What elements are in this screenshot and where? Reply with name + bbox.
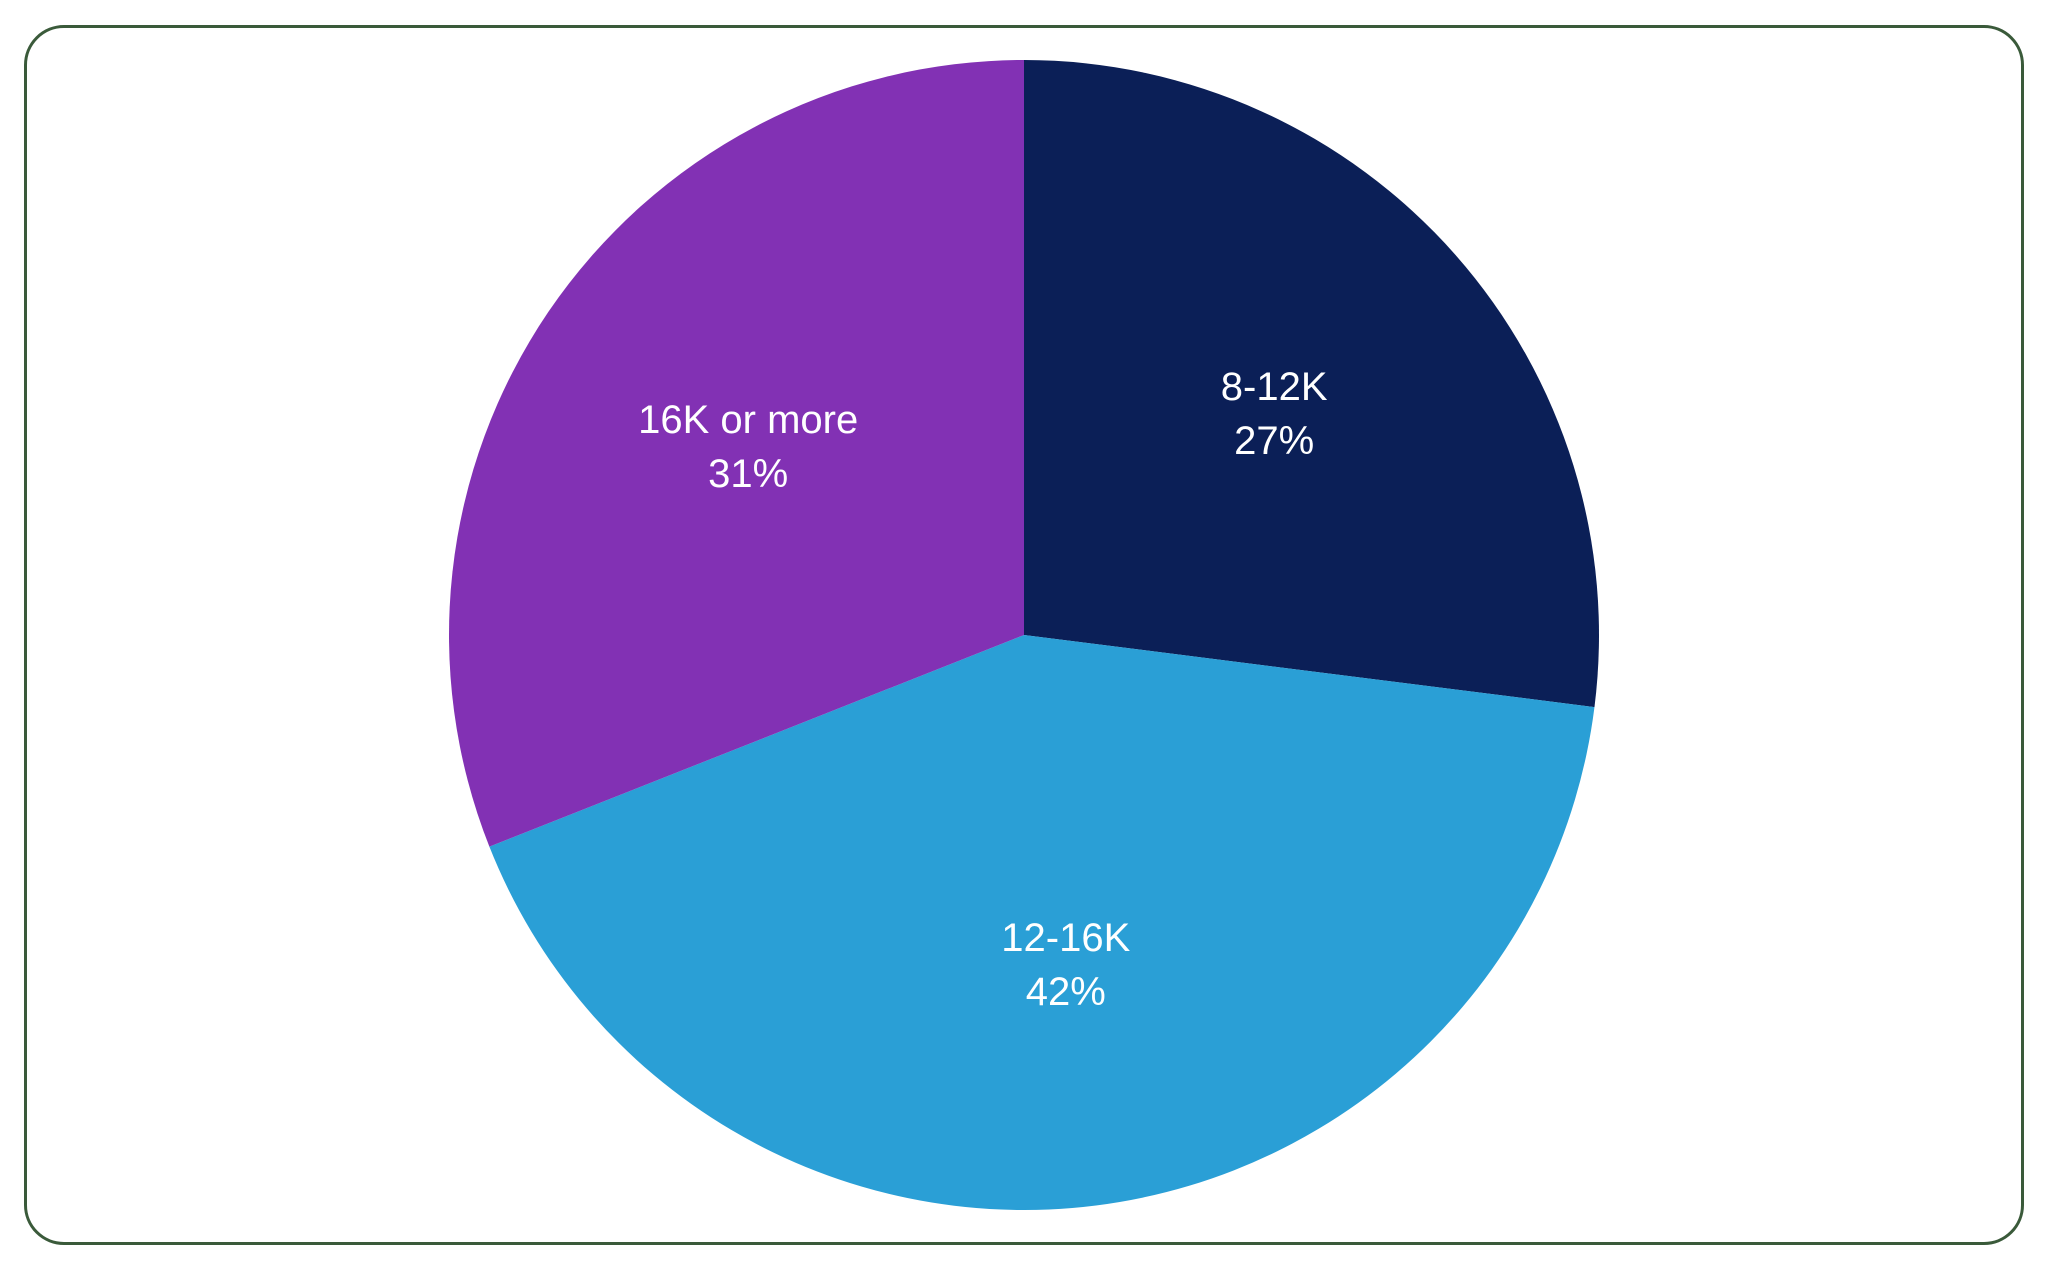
pie-svg — [449, 60, 1599, 1210]
slice-name: 8-12K — [1221, 360, 1328, 414]
slice-label-12-16k: 12-16K 42% — [1001, 911, 1130, 1019]
pie-chart: 8-12K 27% 12-16K 42% 16K or more 31% — [449, 60, 1599, 1210]
slice-name: 16K or more — [638, 393, 858, 447]
slice-name: 12-16K — [1001, 911, 1130, 965]
slice-pct: 27% — [1221, 414, 1328, 468]
slice-pct: 31% — [638, 447, 858, 501]
slice-pct: 42% — [1001, 965, 1130, 1019]
chart-card: 8-12K 27% 12-16K 42% 16K or more 31% — [24, 25, 2024, 1245]
slice-label-8-12k: 8-12K 27% — [1221, 360, 1328, 468]
slice-label-16k-or-more: 16K or more 31% — [638, 393, 858, 501]
